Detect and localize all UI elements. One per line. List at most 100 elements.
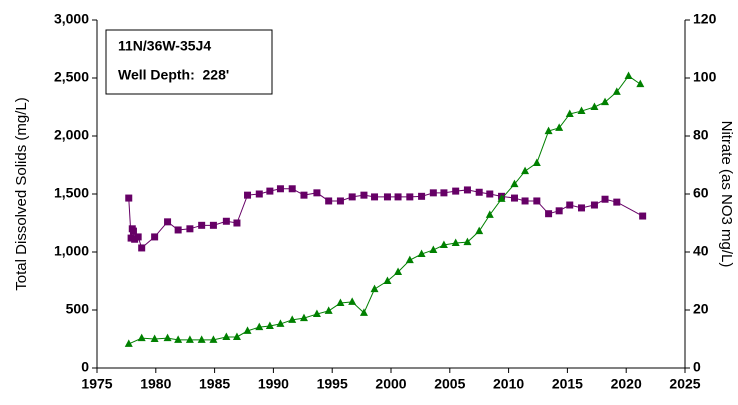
square-marker xyxy=(255,190,263,198)
y2-tick-label: 60 xyxy=(693,185,709,201)
triangle-marker xyxy=(497,194,506,202)
triangle-marker xyxy=(463,237,472,246)
triangle-marker xyxy=(475,226,484,235)
annotation: Well Depth: 228' xyxy=(118,67,229,83)
square-marker xyxy=(533,197,541,205)
square-marker xyxy=(590,201,598,209)
square-marker xyxy=(545,210,553,218)
square-marker xyxy=(125,194,133,202)
square-marker xyxy=(222,217,230,225)
square-marker xyxy=(266,187,274,195)
annotation-box xyxy=(105,29,273,95)
x-tick-label: 1975 xyxy=(81,376,112,392)
triangle-marker xyxy=(185,335,194,343)
triangle-marker xyxy=(370,284,379,293)
square-marker xyxy=(486,190,494,198)
x-tick-label: 1995 xyxy=(317,376,348,392)
annotation: 11N/36W-35J4 xyxy=(118,38,211,54)
triangle-marker xyxy=(544,126,553,135)
triangle-marker xyxy=(510,179,519,188)
triangle-marker xyxy=(288,315,297,323)
square-marker xyxy=(578,204,586,212)
triangle-marker xyxy=(405,255,414,264)
square-marker xyxy=(131,235,139,243)
x-tick-label: 2005 xyxy=(434,376,465,392)
triangle-marker xyxy=(429,245,438,253)
triangle-marker xyxy=(485,210,494,218)
square-marker xyxy=(440,189,448,197)
square-marker xyxy=(613,198,621,206)
x-tick-label: 1990 xyxy=(258,376,289,392)
square-marker xyxy=(129,227,137,235)
square-marker xyxy=(233,219,241,227)
triangle-marker xyxy=(276,319,285,327)
y-tick-label: 2,500 xyxy=(54,69,89,85)
y2-tick-label: 120 xyxy=(693,11,717,27)
x-tick-label: 2000 xyxy=(375,376,406,392)
triangle-marker xyxy=(417,249,426,258)
x-tick-label: 1980 xyxy=(140,376,171,392)
triangle-marker xyxy=(521,166,530,175)
square-marker xyxy=(394,193,402,201)
y-tick-label: 500 xyxy=(66,301,90,317)
square-marker xyxy=(521,197,529,205)
triangle-marker xyxy=(555,123,564,131)
square-marker xyxy=(371,193,379,201)
square-marker xyxy=(288,185,296,193)
square-marker xyxy=(510,194,518,202)
square-marker xyxy=(406,193,414,201)
square-marker xyxy=(555,207,563,215)
square-marker xyxy=(383,193,391,201)
triangle-marker xyxy=(383,276,392,284)
triangle-marker xyxy=(348,297,357,305)
triangle-marker xyxy=(124,339,133,347)
square-marker xyxy=(138,244,146,252)
y-tick-label: 0 xyxy=(81,359,89,375)
triangle-marker xyxy=(209,335,218,343)
y2-tick-label: 80 xyxy=(693,127,709,143)
x-tick-label: 2025 xyxy=(669,376,700,392)
square-marker xyxy=(276,185,284,193)
square-marker xyxy=(566,201,574,209)
x-tick-label: 2020 xyxy=(611,376,642,392)
square-marker xyxy=(198,221,206,229)
square-marker xyxy=(418,192,426,200)
y2-axis-label: Nitrate (as NO3 mg/L) xyxy=(718,121,735,268)
y-tick-label: 2,000 xyxy=(54,127,89,143)
square-marker xyxy=(452,187,460,195)
square-marker xyxy=(134,233,142,241)
triangle-marker xyxy=(243,326,252,334)
triangle-marker xyxy=(163,333,172,342)
triangle-marker xyxy=(150,334,159,342)
triangle-marker xyxy=(255,322,264,331)
y-axis-label: Total Dissolved Solids (mg/L) xyxy=(13,97,30,290)
triangle-marker xyxy=(174,335,183,343)
square-marker xyxy=(429,189,437,197)
triangle-marker xyxy=(577,106,586,115)
triangle-marker xyxy=(601,97,610,106)
triangle-marker xyxy=(636,79,645,88)
triangle-marker xyxy=(451,238,460,247)
square-marker xyxy=(360,191,368,199)
triangle-marker xyxy=(612,87,621,95)
square-marker xyxy=(639,212,647,220)
square-marker xyxy=(127,234,135,242)
triangle-marker xyxy=(312,309,321,318)
y2-tick-label: 100 xyxy=(693,69,717,85)
triangle-marker xyxy=(336,298,345,307)
square-marker xyxy=(313,189,321,197)
square-marker xyxy=(244,191,252,199)
triangle-marker xyxy=(590,102,599,110)
square-marker xyxy=(348,193,356,201)
x-tick-label: 1985 xyxy=(199,376,230,392)
square-marker xyxy=(463,186,471,194)
square-marker xyxy=(164,218,172,226)
y2-tick-label: 0 xyxy=(693,359,701,375)
square-marker xyxy=(186,225,194,233)
triangle-marker xyxy=(197,335,206,343)
y-tick-label: 3,000 xyxy=(54,11,89,27)
square-marker xyxy=(209,221,217,229)
x-tick-label: 2010 xyxy=(493,376,524,392)
square-marker xyxy=(336,197,344,205)
